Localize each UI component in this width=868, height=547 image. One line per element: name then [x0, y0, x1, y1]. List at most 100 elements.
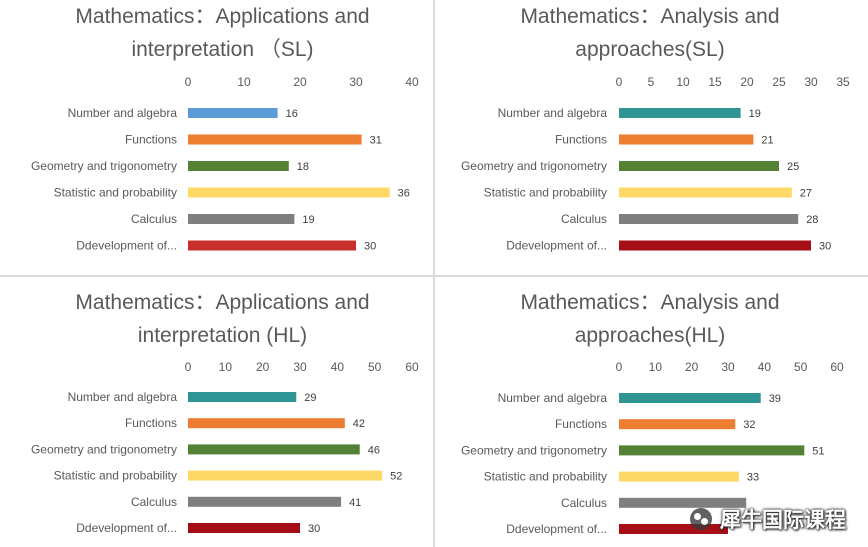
category-label: Geometry and trigonometry [31, 442, 177, 456]
bar [619, 214, 799, 224]
bar [188, 470, 383, 481]
data-label: 16 [286, 108, 298, 120]
x-tick-label: 25 [772, 75, 786, 89]
category-label: Calculus [561, 496, 607, 510]
bar [619, 445, 805, 456]
x-tick-label: 0 [616, 360, 623, 374]
x-tick-label: 10 [219, 360, 233, 374]
data-label: 39 [769, 393, 781, 405]
x-tick-label: 20 [740, 75, 754, 89]
category-label: Geometry and trigonometry [461, 159, 607, 173]
data-label: 32 [743, 419, 755, 431]
data-label: 33 [747, 472, 759, 484]
data-label: 19 [302, 214, 314, 226]
category-label: Functions [555, 133, 607, 147]
category-label: Statistic and probability [484, 186, 607, 200]
chart-panel-ai-hl: Mathematics：Applications and interpretat… [0, 277, 433, 547]
category-label: Calculus [561, 212, 607, 226]
data-label: 30 [819, 241, 831, 253]
bar [188, 108, 278, 118]
data-label: 25 [787, 161, 799, 173]
category-label: Calculus [131, 212, 177, 226]
category-label: Number and algebra [498, 391, 608, 405]
x-tick-label: 15 [708, 75, 722, 89]
bar [619, 393, 761, 403]
chart-title-line-1: Mathematics：Analysis and [520, 5, 780, 28]
panel-divider-horizontal [0, 275, 868, 277]
x-tick-label: 40 [331, 360, 345, 374]
category-label: Ddevelopment of... [506, 239, 607, 253]
data-label: 30 [308, 523, 320, 535]
bar-chart: 0 10 20 30 40 50 60 Number and algebra 39 Functio… [461, 360, 844, 536]
wechat-icon [690, 508, 712, 530]
x-tick-label: 35 [836, 75, 850, 89]
chart-title-line-2: approaches(HL) [574, 324, 726, 347]
chart-title-line-1: Mathematics：Analysis and [520, 291, 780, 314]
category-label: Number and algebra [68, 106, 178, 120]
category-label: Number and algebra [68, 390, 178, 404]
chart-panel-aa-hl: Mathematics：Analysis and approaches(HL) … [435, 277, 868, 547]
x-tick-label: 20 [293, 75, 307, 89]
category-label: Functions [125, 133, 177, 147]
bar [188, 187, 390, 198]
data-label: 36 [398, 188, 410, 200]
data-label: 27 [800, 188, 812, 200]
x-tick-label: 0 [616, 75, 623, 89]
x-tick-label: 60 [405, 360, 419, 374]
watermark-text: 犀牛国际课程 [720, 508, 846, 532]
x-tick-label: 60 [830, 360, 844, 374]
x-tick-label: 5 [648, 75, 655, 89]
chart-title: Mathematics：Analysis and approaches(SL) [435, 0, 865, 66]
category-label: Statistic and probability [484, 470, 607, 484]
category-label: Ddevelopment of... [506, 522, 607, 536]
watermark: 犀牛国际课程 [690, 505, 846, 533]
bar [188, 134, 362, 145]
bar-chart: 0 10 20 30 40 50 60 Number and algebra 29 Functio… [31, 360, 419, 535]
bar [619, 240, 811, 251]
category-label: Statistic and probability [54, 469, 177, 483]
bar [188, 214, 295, 224]
chart-title-line-2: interpretation （SL) [131, 38, 314, 61]
x-tick-label: 30 [804, 75, 818, 89]
bar [619, 108, 741, 118]
category-label: Geometry and trigonometry [31, 159, 177, 173]
data-label: 51 [812, 445, 824, 457]
chart-title: Mathematics：Applications and interpretat… [0, 0, 445, 66]
category-label: Functions [555, 417, 607, 431]
category-label: Ddevelopment of... [76, 521, 177, 535]
category-label: Ddevelopment of... [76, 239, 177, 253]
bar [619, 471, 739, 482]
x-tick-label: 40 [405, 75, 419, 89]
x-tick-label: 40 [758, 360, 772, 374]
x-tick-label: 0 [185, 75, 192, 89]
x-tick-label: 30 [349, 75, 363, 89]
bar-chart: 0 10 20 30 40 Number and algebra 16 Functions 31… [31, 75, 419, 253]
bar [619, 524, 728, 534]
bar [188, 523, 300, 533]
category-label: Functions [125, 416, 177, 430]
x-tick-label: 10 [676, 75, 690, 89]
chart-panel-ai-sl: Mathematics：Applications and interpretat… [0, 0, 433, 275]
category-label: Calculus [131, 495, 177, 509]
data-label: 42 [353, 418, 365, 430]
x-tick-label: 20 [685, 360, 699, 374]
category-label: Number and algebra [498, 106, 608, 120]
data-label: 41 [349, 497, 361, 509]
data-label: 31 [370, 135, 382, 147]
data-label: 28 [806, 214, 818, 226]
chart-title-line-1: Mathematics：Applications and [75, 291, 370, 314]
x-tick-label: 30 [293, 360, 307, 374]
x-tick-label: 50 [794, 360, 808, 374]
data-label: 46 [368, 444, 380, 456]
bar-chart: 0 5 10 15 20 25 30 35 Number and algebra 19 Functi… [461, 75, 850, 253]
bar [619, 161, 779, 171]
panel-divider-vertical [433, 0, 435, 547]
chart-title-line-2: approaches(SL) [575, 38, 725, 61]
bar [619, 419, 736, 430]
category-label: Statistic and probability [54, 186, 177, 200]
data-label: 30 [364, 241, 376, 253]
bar [619, 497, 747, 508]
bar [188, 444, 360, 455]
category-label: Geometry and trigonometry [461, 443, 607, 457]
bar [188, 392, 297, 402]
